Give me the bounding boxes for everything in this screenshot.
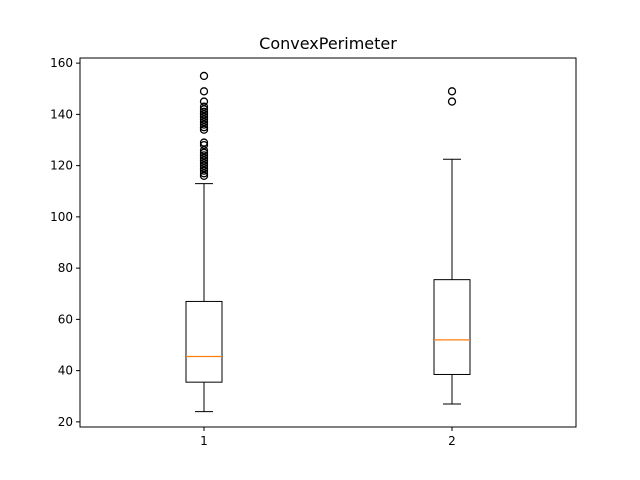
y-tick-label: 100 xyxy=(50,210,73,224)
y-tick-label: 60 xyxy=(58,312,73,326)
flier-point xyxy=(199,125,209,134)
flier-point xyxy=(199,158,209,168)
flier-point xyxy=(199,151,209,160)
y-tick-label: 80 xyxy=(58,261,73,275)
flier-point xyxy=(199,110,209,119)
y-tick-label: 160 xyxy=(50,56,73,70)
box-iqr xyxy=(185,300,223,383)
flier-point xyxy=(199,153,209,163)
flier-point xyxy=(199,140,209,150)
flier-point xyxy=(199,171,209,181)
flier-point xyxy=(199,115,209,124)
flier-point xyxy=(199,87,209,96)
flier-point xyxy=(199,107,209,116)
flier-point xyxy=(199,105,209,114)
x-tick-label: 1 xyxy=(200,434,208,448)
flier-point xyxy=(199,97,209,106)
flier-point xyxy=(199,120,209,129)
y-tick-label: 40 xyxy=(58,364,73,378)
y-tick-label: 120 xyxy=(50,159,73,173)
y-tick-label: 140 xyxy=(50,107,73,121)
flier-point xyxy=(447,97,457,106)
x-tick-label: 2 xyxy=(448,434,456,448)
flier-point xyxy=(199,146,209,155)
flier-point xyxy=(199,148,209,157)
flier-point xyxy=(199,164,209,173)
flier-point xyxy=(447,87,457,96)
flier-point xyxy=(199,156,209,165)
flier-point xyxy=(199,71,209,81)
chart-title: ConvexPerimeter xyxy=(259,34,397,53)
flier-point xyxy=(199,117,209,127)
flier-point xyxy=(199,169,209,178)
flier-point xyxy=(199,138,209,147)
plot-frame xyxy=(79,57,577,428)
y-tick-label: 20 xyxy=(58,415,73,429)
box-iqr xyxy=(433,279,471,375)
flier-point xyxy=(199,123,209,132)
plot-area: 20 40 60 80 100 120 140 160 1 2 xyxy=(50,56,471,448)
flier-point xyxy=(199,102,209,111)
flier-point xyxy=(199,166,209,175)
flier-point xyxy=(199,112,209,122)
flier-point xyxy=(199,161,209,170)
